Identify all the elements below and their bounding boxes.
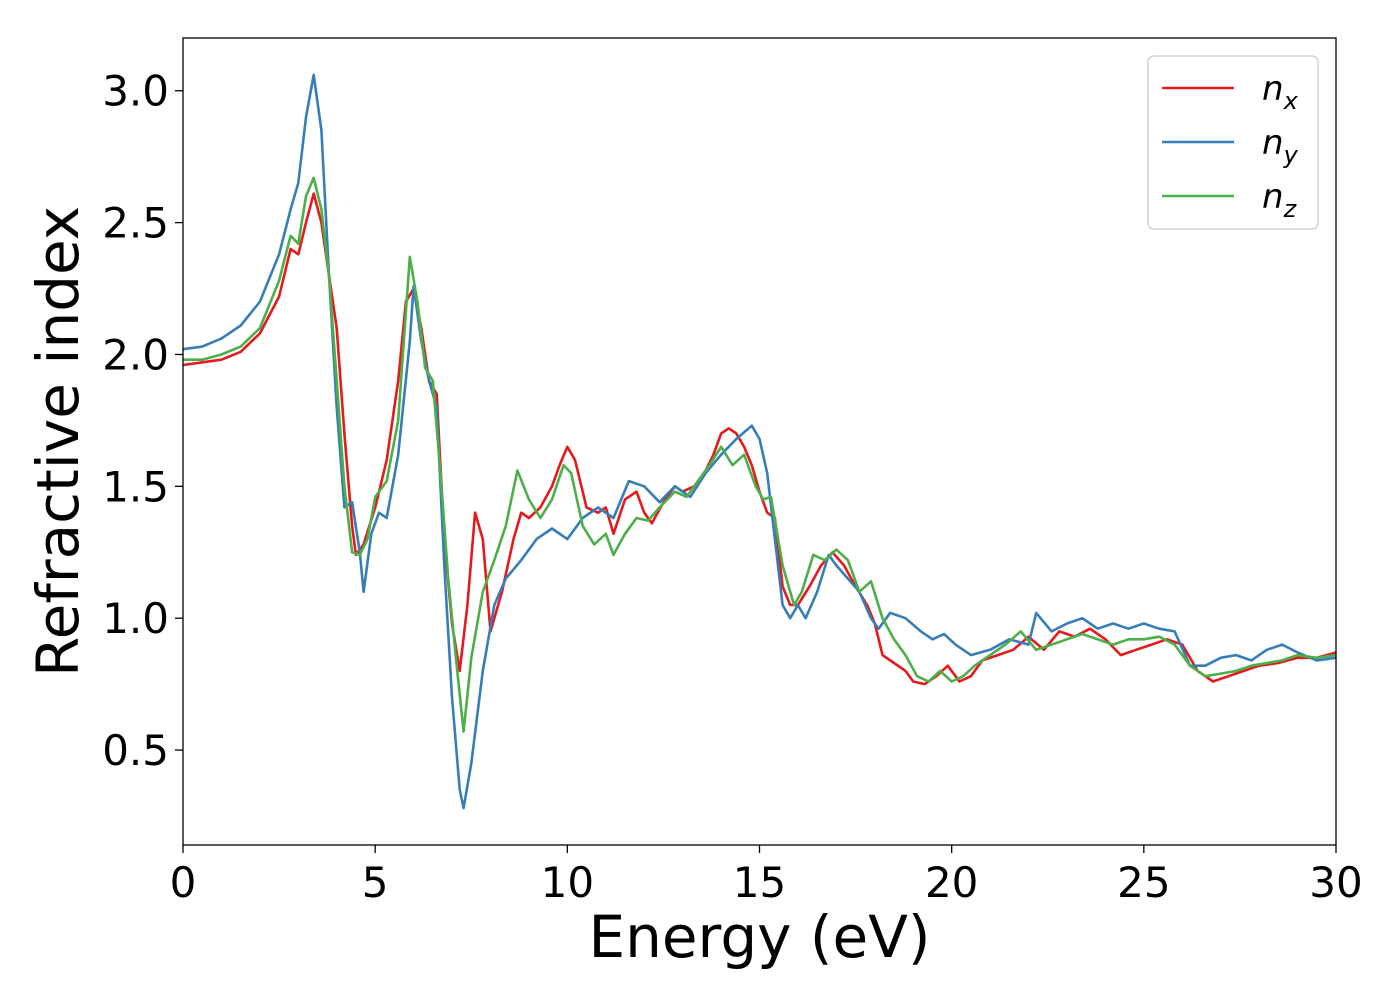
x-tick-label: 30 (1309, 858, 1362, 907)
legend-label-subscript: z (1283, 195, 1298, 223)
legend-label-base: n (1262, 123, 1284, 163)
x-axis-ticks: 0 5 10 15 20 25 30 (170, 845, 1363, 907)
y-tick-label: 2.5 (102, 199, 169, 248)
x-tick-label: 20 (925, 858, 978, 907)
series-line-ny (183, 73, 1336, 810)
series-line-nz (183, 176, 1336, 733)
legend-label-z: nz (1262, 177, 1298, 223)
legend-label-subscript: x (1283, 87, 1299, 115)
y-tick-label: 1.5 (102, 462, 169, 511)
x-tick-label: 10 (541, 858, 594, 907)
legend-label-x: nx (1262, 69, 1299, 115)
x-tick-label: 0 (170, 858, 197, 907)
y-axis-label: Refractive index (24, 206, 92, 677)
x-tick-label: 5 (362, 858, 389, 907)
legend-label-y: ny (1262, 123, 1299, 169)
y-tick-label: 2.0 (102, 330, 169, 379)
legend-label-base: n (1262, 69, 1284, 109)
y-tick-label: 0.5 (102, 726, 169, 775)
x-axis-label: Energy (eV) (588, 903, 930, 971)
legend-label-base: n (1262, 177, 1284, 217)
y-tick-label: 1.0 (102, 594, 169, 643)
y-tick-label: 3.0 (102, 67, 169, 116)
series-layer (183, 73, 1336, 810)
x-tick-label: 25 (1117, 858, 1170, 907)
y-axis-ticks: 0.5 1.0 1.5 2.0 2.5 3.0 (102, 67, 183, 775)
x-tick-label: 15 (733, 858, 786, 907)
legend-label-subscript: y (1283, 141, 1299, 169)
